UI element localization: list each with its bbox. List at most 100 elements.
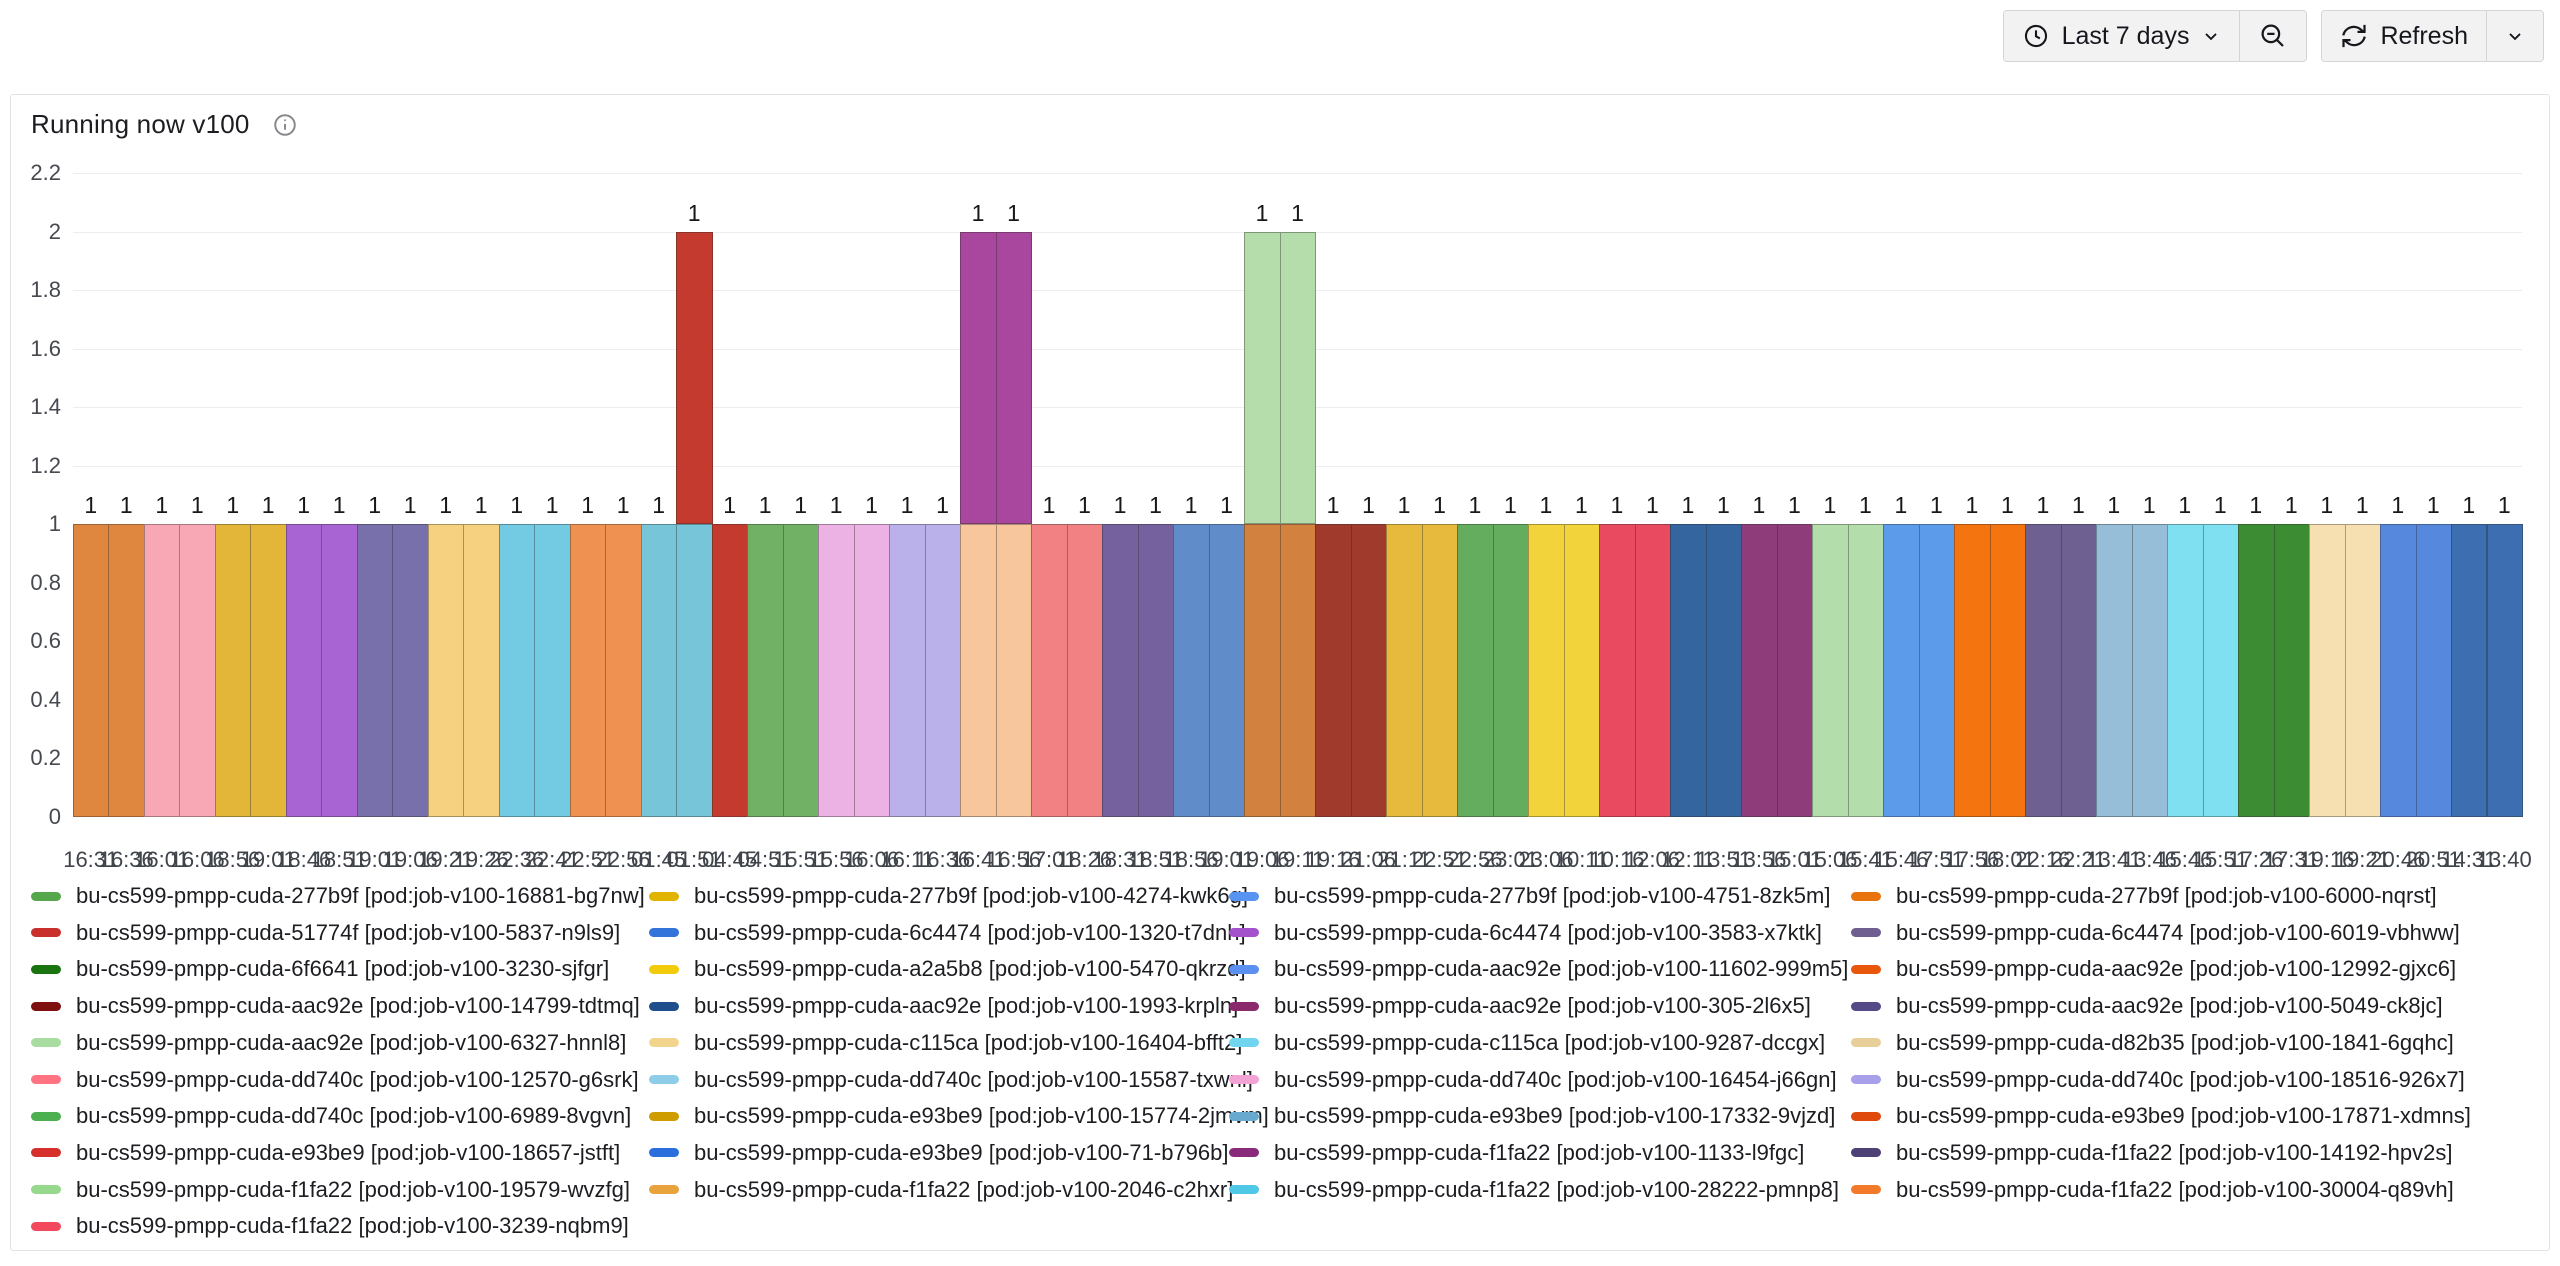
legend-item[interactable]: bu-cs599-pmpp-cuda-aac92e [pod:job-v100-…	[1851, 991, 2443, 1021]
bar-segment[interactable]	[1599, 524, 1636, 817]
bar-segment[interactable]	[2202, 524, 2240, 817]
bar-segment[interactable]	[392, 524, 429, 817]
bar-segment[interactable]	[1563, 524, 1601, 817]
refresh-button[interactable]: Refresh	[2322, 11, 2486, 61]
bar-segment[interactable]	[1173, 524, 1210, 817]
legend-item[interactable]: bu-cs599-pmpp-cuda-277b9f [pod:job-v100-…	[1229, 881, 1830, 911]
time-range-picker[interactable]: Last 7 days	[2003, 11, 2240, 61]
legend-item[interactable]: bu-cs599-pmpp-cuda-a2a5b8 [pod:job-v100-…	[649, 954, 1246, 984]
legend-item[interactable]: bu-cs599-pmpp-cuda-aac92e [pod:job-v100-…	[31, 1028, 626, 1058]
bar-segment[interactable]	[1883, 524, 1920, 817]
stacked-bar-segment[interactable]	[995, 231, 1033, 525]
bar-segment[interactable]	[2309, 524, 2346, 817]
bar-segment[interactable]	[1208, 524, 1246, 817]
panel-title[interactable]: Running now v100	[31, 109, 250, 139]
stacked-bar-segment[interactable]	[960, 231, 997, 525]
legend-item[interactable]: bu-cs599-pmpp-cuda-277b9f [pod:job-v100-…	[649, 881, 1248, 911]
refresh-interval-dropdown[interactable]	[2486, 11, 2543, 61]
legend-item[interactable]: bu-cs599-pmpp-cuda-e93be9 [pod:job-v100-…	[31, 1138, 620, 1168]
bar-segment[interactable]	[889, 524, 926, 817]
bar-segment[interactable]	[2238, 524, 2275, 817]
legend-item[interactable]: bu-cs599-pmpp-cuda-c115ca [pod:job-v100-…	[1229, 1028, 1825, 1058]
bar-segment[interactable]	[1705, 524, 1743, 817]
bar-segment[interactable]	[321, 524, 358, 817]
bar-segment[interactable]	[1031, 524, 1068, 817]
bar-segment[interactable]	[1989, 524, 2027, 817]
info-icon[interactable]	[272, 112, 298, 138]
bar-segment[interactable]	[960, 524, 997, 817]
bar-segment[interactable]	[179, 524, 216, 817]
bar-segment[interactable]	[676, 524, 713, 817]
bar-segment[interactable]	[711, 524, 749, 817]
legend-item[interactable]: bu-cs599-pmpp-cuda-51774f [pod:job-v100-…	[31, 918, 620, 948]
bar-segment[interactable]	[853, 524, 891, 817]
bar-segment[interactable]	[1954, 524, 1991, 817]
legend-item[interactable]: bu-cs599-pmpp-cuda-dd740c [pod:job-v100-…	[1229, 1065, 1837, 1095]
bar-segment[interactable]	[1350, 524, 1388, 817]
bar-segment[interactable]	[2060, 524, 2098, 817]
legend-item[interactable]: bu-cs599-pmpp-cuda-f1fa22 [pod:job-v100-…	[1851, 1175, 2454, 1205]
legend-item[interactable]: bu-cs599-pmpp-cuda-f1fa22 [pod:job-v100-…	[649, 1175, 1233, 1205]
bar-segment[interactable]	[427, 524, 465, 817]
legend-item[interactable]: bu-cs599-pmpp-cuda-6f6641 [pod:job-v100-…	[31, 954, 609, 984]
legend-item[interactable]: bu-cs599-pmpp-cuda-aac92e [pod:job-v100-…	[1229, 991, 1811, 1021]
bar-segment[interactable]	[1066, 524, 1104, 817]
bar-segment[interactable]	[924, 524, 962, 817]
bar-segment[interactable]	[995, 524, 1033, 817]
bar-segment[interactable]	[285, 524, 323, 817]
bar-segment[interactable]	[569, 524, 607, 817]
bar-segment[interactable]	[1386, 524, 1423, 817]
legend-item[interactable]: bu-cs599-pmpp-cuda-e93be9 [pod:job-v100-…	[1851, 1101, 2471, 1131]
zoom-out-button[interactable]	[2239, 11, 2307, 61]
bar-segment[interactable]	[250, 524, 287, 817]
bar-segment[interactable]	[1492, 524, 1530, 817]
bar-segment[interactable]	[1279, 524, 1317, 817]
bar-segment[interactable]	[1670, 524, 1707, 817]
bar-segment[interactable]	[2167, 524, 2204, 817]
bar-segment[interactable]	[2415, 524, 2452, 817]
stacked-bar-segment[interactable]	[1279, 231, 1317, 525]
legend-item[interactable]: bu-cs599-pmpp-cuda-e93be9 [pod:job-v100-…	[1229, 1101, 1835, 1131]
bar-segment[interactable]	[1244, 524, 1281, 817]
bar-segment[interactable]	[2380, 524, 2417, 817]
legend-item[interactable]: bu-cs599-pmpp-cuda-f1fa22 [pod:job-v100-…	[1229, 1138, 1804, 1168]
legend-item[interactable]: bu-cs599-pmpp-cuda-dd740c [pod:job-v100-…	[31, 1065, 639, 1095]
legend-item[interactable]: bu-cs599-pmpp-cuda-277b9f [pod:job-v100-…	[31, 881, 645, 911]
bar-segment[interactable]	[2486, 524, 2523, 817]
legend-item[interactable]: bu-cs599-pmpp-cuda-f1fa22 [pod:job-v100-…	[31, 1211, 629, 1241]
bar-segment[interactable]	[2273, 524, 2311, 817]
bar-segment[interactable]	[356, 524, 394, 817]
bar-segment[interactable]	[73, 524, 110, 817]
bar-segment[interactable]	[108, 524, 145, 817]
legend-item[interactable]: bu-cs599-pmpp-cuda-6c4474 [pod:job-v100-…	[1229, 918, 1822, 948]
bar-segment[interactable]	[143, 524, 181, 817]
legend-item[interactable]: bu-cs599-pmpp-cuda-e93be9 [pod:job-v100-…	[649, 1138, 1228, 1168]
bar-segment[interactable]	[818, 524, 855, 817]
legend-item[interactable]: bu-cs599-pmpp-cuda-c115ca [pod:job-v100-…	[649, 1028, 1242, 1058]
bar-segment[interactable]	[214, 524, 252, 817]
legend-item[interactable]: bu-cs599-pmpp-cuda-dd740c [pod:job-v100-…	[1851, 1065, 2465, 1095]
bar-segment[interactable]	[2096, 524, 2133, 817]
legend-item[interactable]: bu-cs599-pmpp-cuda-dd740c [pod:job-v100-…	[649, 1065, 1253, 1095]
bar-segment[interactable]	[2344, 524, 2382, 817]
stacked-bar-segment[interactable]	[1244, 231, 1281, 525]
bar-segment[interactable]	[605, 524, 642, 817]
legend-item[interactable]: bu-cs599-pmpp-cuda-aac92e [pod:job-v100-…	[31, 991, 640, 1021]
bar-segment[interactable]	[1776, 524, 1814, 817]
legend-item[interactable]: bu-cs599-pmpp-cuda-f1fa22 [pod:job-v100-…	[1229, 1175, 1839, 1205]
bar-segment[interactable]	[1847, 524, 1885, 817]
bar-segment[interactable]	[498, 524, 536, 817]
bar-segment[interactable]	[1421, 524, 1459, 817]
bar-segment[interactable]	[747, 524, 784, 817]
bar-segment[interactable]	[782, 524, 820, 817]
legend-item[interactable]: bu-cs599-pmpp-cuda-6c4474 [pod:job-v100-…	[1851, 918, 2460, 948]
bar-segment[interactable]	[1457, 524, 1494, 817]
bar-segment[interactable]	[1812, 524, 1849, 817]
legend-item[interactable]: bu-cs599-pmpp-cuda-d82b35 [pod:job-v100-…	[1851, 1028, 2454, 1058]
legend-item[interactable]: bu-cs599-pmpp-cuda-e93be9 [pod:job-v100-…	[649, 1101, 1269, 1131]
legend-item[interactable]: bu-cs599-pmpp-cuda-aac92e [pod:job-v100-…	[1851, 954, 2456, 984]
bar-segment[interactable]	[2451, 524, 2488, 817]
bar-segment[interactable]	[463, 524, 500, 817]
bar-segment[interactable]	[1741, 524, 1778, 817]
stacked-bar-segment[interactable]	[676, 231, 713, 525]
